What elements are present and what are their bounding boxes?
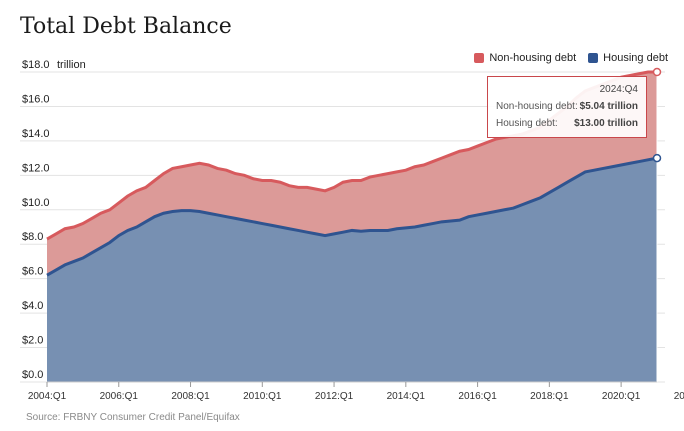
- tooltip-label-non-housing: Non-housing debt:: [496, 101, 578, 112]
- x-tick-label: 2010:Q1: [243, 391, 282, 402]
- x-tick-label: 2006:Q1: [100, 391, 139, 402]
- chart-tooltip: 2024:Q4 Non-housing debt: $5.04 trillion…: [487, 76, 647, 138]
- chart-legend: Non-housing debt Housing debt: [474, 52, 668, 64]
- x-tick-label: 2020:Q1: [602, 391, 641, 402]
- x-tick-label: 2016:Q1: [458, 391, 497, 402]
- line-housing: [46, 156, 658, 277]
- x-tick-label: 2004:Q1: [28, 391, 67, 402]
- y-tick-label: $8.0: [22, 231, 43, 243]
- legend-swatch-non-housing: [474, 53, 485, 63]
- tooltip-label-housing: Housing debt:: [496, 118, 558, 129]
- legend-item-non-housing[interactable]: Non-housing debt: [474, 52, 576, 64]
- y-tick-label: $10.0: [22, 197, 50, 209]
- y-tick-label: $12.0: [22, 162, 50, 174]
- x-tick-label: 2012:Q1: [315, 391, 354, 402]
- tooltip-value-housing: $13.00 trillion: [574, 118, 638, 129]
- x-tick-label: 2018:Q1: [530, 391, 569, 402]
- y-tick-label: $6.0: [22, 266, 43, 278]
- tooltip-value-non-housing: $5.04 trillion: [579, 101, 638, 112]
- tooltip-period: 2024:Q4: [599, 84, 638, 95]
- point-housing-latest[interactable]: [652, 153, 662, 163]
- y-tick-label: $14.0: [22, 128, 50, 140]
- tooltip-row-non-housing: Non-housing debt: $5.04 trillion: [496, 101, 638, 112]
- legend-swatch-housing: [588, 53, 599, 63]
- y-tick-label: $16.0: [22, 93, 50, 105]
- y-tick-label: $18.0: [22, 59, 50, 71]
- legend-label-housing: Housing debt: [603, 52, 668, 64]
- source-note: Source: FRBNY Consumer Credit Panel/Equi…: [26, 412, 240, 423]
- x-tick-label: 2022:Q1: [674, 391, 684, 402]
- area-housing[interactable]: [47, 158, 657, 382]
- y-tick-label: $0.0: [22, 369, 43, 381]
- y-tick-label: $4.0: [22, 300, 43, 312]
- point-non-housing-latest[interactable]: [652, 67, 662, 77]
- x-tick-label: 2014:Q1: [387, 391, 426, 402]
- legend-label-non-housing: Non-housing debt: [489, 52, 577, 64]
- x-tick-label: 2008:Q1: [171, 391, 210, 402]
- chart-title: Total Debt Balance: [20, 14, 232, 39]
- legend-item-housing[interactable]: Housing debt: [588, 52, 668, 64]
- tooltip-row-housing: Housing debt: $13.00 trillion: [496, 118, 638, 129]
- y-unit-label: trillion: [57, 59, 86, 71]
- y-tick-label: $2.0: [22, 335, 43, 347]
